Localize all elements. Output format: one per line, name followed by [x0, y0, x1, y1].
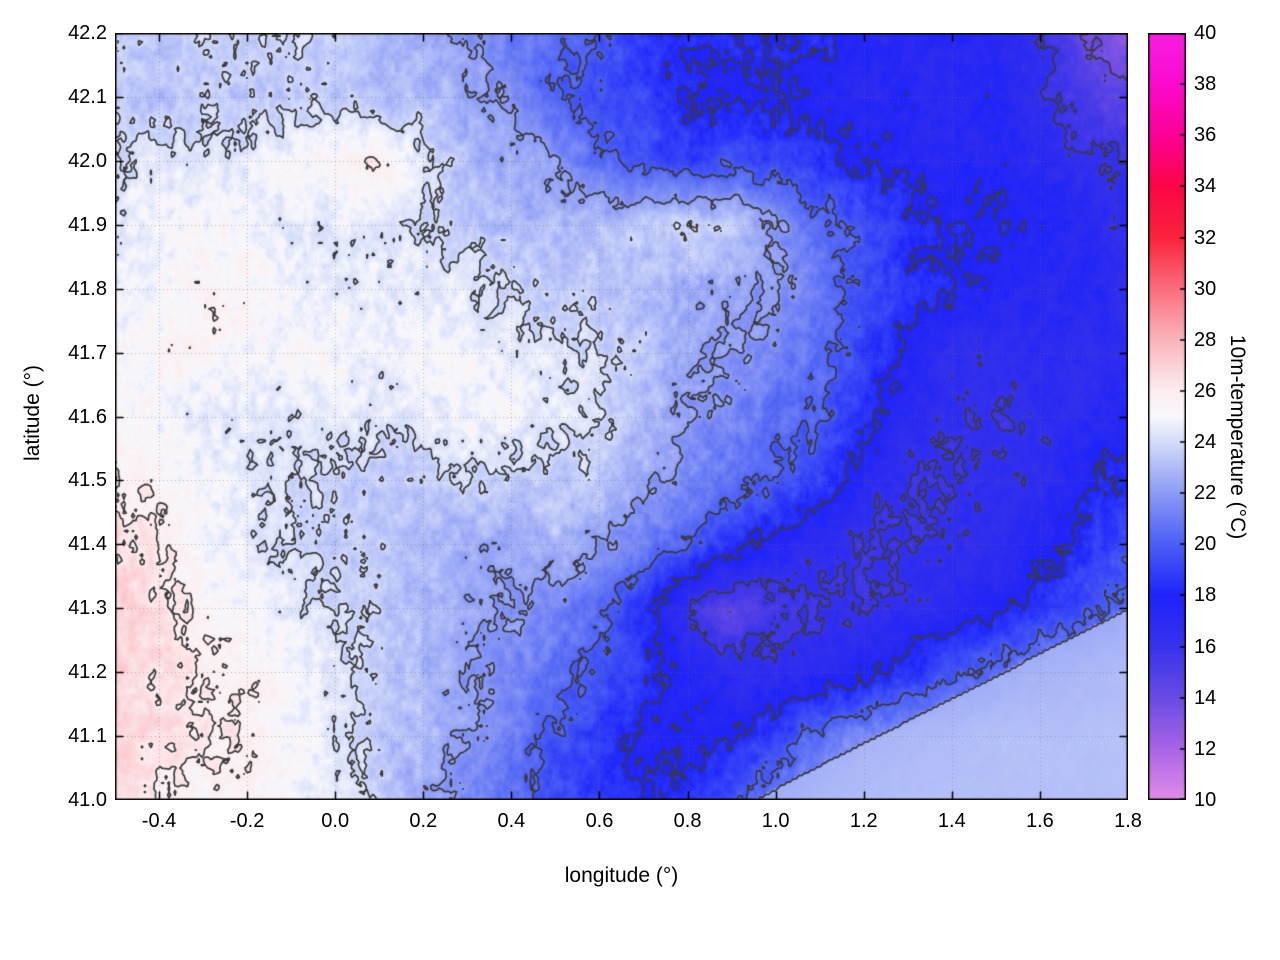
x-tick-label: 1.8 [1114, 810, 1142, 832]
y-tick-label: 42.2 [68, 22, 107, 44]
x-tick-label: 0.2 [409, 810, 438, 832]
y-tick-label: 41.2 [68, 661, 107, 684]
cb-tick-label: 12 [1194, 737, 1217, 760]
x-axis-title: longitude (°) [564, 864, 679, 887]
contour-overlay-canvas [115, 33, 1128, 800]
x-tick-label: -0.2 [229, 810, 265, 832]
x-tick-label: -0.4 [141, 810, 177, 832]
x-tick-label: 1.4 [937, 810, 966, 832]
colorbar-gradient-canvas [1148, 33, 1186, 800]
y-tick-label: 41.1 [68, 725, 107, 748]
cb-tick-label: 32 [1194, 226, 1217, 249]
x-tick-label: 1.6 [1026, 810, 1054, 832]
y-tick-label: 41.3 [68, 597, 107, 620]
y-tick-label: 41.5 [68, 469, 107, 492]
cb-tick-label: 40 [1194, 22, 1217, 44]
cb-tick-label: 18 [1194, 584, 1217, 607]
x-tick-label: 0.8 [673, 810, 702, 832]
cb-tick-label: 22 [1194, 482, 1217, 505]
y-tick-label: 41.4 [68, 533, 107, 556]
y-tick-label: 41.8 [68, 277, 107, 300]
x-tick-label: 0.6 [585, 810, 614, 832]
cb-tick-label: 28 [1194, 328, 1217, 351]
y-tick-label: 41.9 [68, 213, 107, 236]
x-tick-label: 0.4 [497, 810, 526, 832]
cb-tick-label: 30 [1194, 277, 1217, 300]
cb-tick-label: 14 [1194, 686, 1217, 709]
colorbar [1148, 33, 1186, 800]
x-tick-label: 0.0 [321, 810, 350, 832]
plot-area [115, 33, 1128, 800]
y-tick-label: 42.1 [68, 85, 107, 108]
cb-tick-label: 34 [1194, 175, 1217, 198]
y-tick-label: 41.7 [68, 341, 107, 364]
cb-tick-label: 38 [1194, 73, 1217, 96]
x-tick-label: 1.0 [761, 810, 790, 832]
cb-tick-label: 10 [1194, 789, 1217, 811]
y-tick-label: 42.0 [68, 149, 107, 172]
cb-tick-label: 16 [1194, 635, 1217, 658]
x-tick-label: 1.2 [849, 810, 878, 832]
y-tick-label: 41.6 [68, 405, 107, 428]
cb-tick-label: 24 [1194, 431, 1217, 454]
cb-tick-label: 20 [1194, 533, 1217, 556]
cb-tick-label: 26 [1194, 379, 1217, 402]
y-tick-label: 41.0 [68, 789, 107, 811]
cb-tick-label: 36 [1194, 124, 1217, 147]
y-axis-title: latitude (°) [21, 365, 44, 461]
